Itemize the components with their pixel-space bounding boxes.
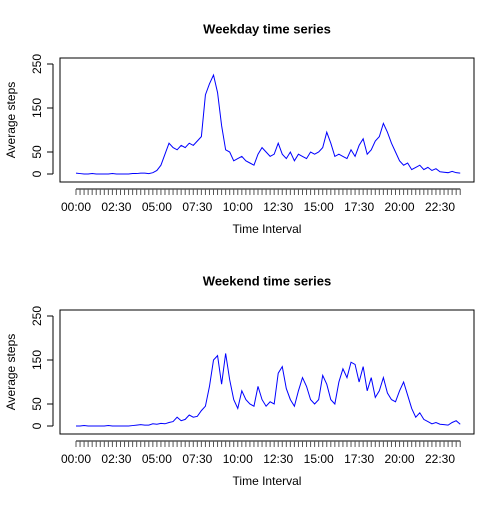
y-tick-label: 0 bbox=[30, 422, 44, 429]
y-axis-label: Average steps bbox=[4, 334, 18, 411]
y-tick-label: 50 bbox=[30, 145, 44, 159]
y-tick-label: 250 bbox=[30, 306, 44, 326]
y-tick-label: 150 bbox=[30, 350, 44, 370]
x-tick-label: 15:00 bbox=[304, 200, 334, 214]
x-tick-label: 05:00 bbox=[142, 452, 172, 466]
x-tick-label: 00:00 bbox=[61, 452, 91, 466]
x-tick-label: 10:00 bbox=[223, 200, 253, 214]
x-axis-label: Time Interval bbox=[233, 474, 302, 488]
x-tick-label: 22:30 bbox=[425, 452, 455, 466]
x-tick-label: 07:30 bbox=[182, 200, 212, 214]
x-tick-label: 15:00 bbox=[304, 452, 334, 466]
x-tick-label: 22:30 bbox=[425, 200, 455, 214]
x-tick-label: 17:30 bbox=[344, 452, 374, 466]
x-axis-label: Time Interval bbox=[233, 222, 302, 236]
x-tick-label: 20:00 bbox=[385, 452, 415, 466]
x-tick-label: 12:30 bbox=[263, 452, 293, 466]
x-tick-label: 12:30 bbox=[263, 200, 293, 214]
x-tick-label: 05:00 bbox=[142, 200, 172, 214]
chart-title: Weekday time series bbox=[203, 21, 331, 36]
y-tick-label: 0 bbox=[30, 170, 44, 177]
y-tick-label: 250 bbox=[30, 54, 44, 74]
x-tick-label: 02:30 bbox=[101, 452, 131, 466]
line bbox=[76, 353, 461, 427]
x-tick-label: 00:00 bbox=[61, 200, 91, 214]
x-tick-label: 07:30 bbox=[182, 452, 212, 466]
x-tick-label: 17:30 bbox=[344, 200, 374, 214]
y-tick-label: 50 bbox=[30, 397, 44, 411]
x-tick-label: 20:00 bbox=[385, 200, 415, 214]
chart-title: Weekend time series bbox=[203, 273, 331, 288]
x-tick-label: 02:30 bbox=[101, 200, 131, 214]
y-tick-label: 150 bbox=[30, 98, 44, 118]
plot-frame bbox=[59, 309, 475, 435]
line bbox=[75, 73, 461, 175]
y-axis-label: Average steps bbox=[4, 82, 18, 159]
x-tick-label: 10:00 bbox=[223, 452, 253, 466]
plot-frame bbox=[59, 57, 475, 183]
